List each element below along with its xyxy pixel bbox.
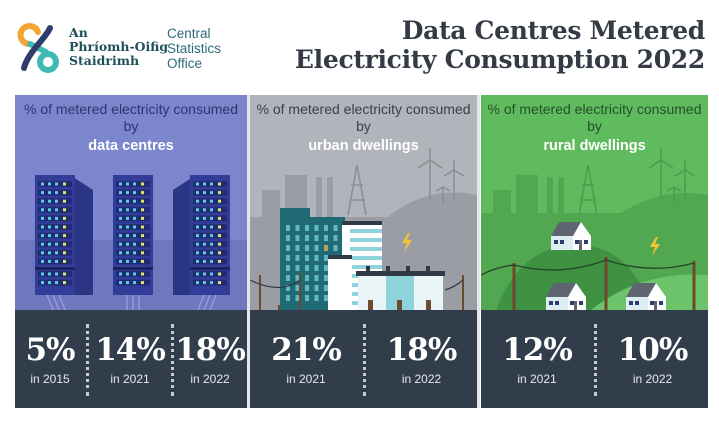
stat-divider <box>171 324 174 396</box>
caption-text: % of metered electricity consumed by <box>24 101 238 134</box>
stat-item: 18% in 2022 <box>174 310 246 408</box>
org-name-irish-line: An <box>69 25 88 40</box>
page-title-line: Data Centres Metered <box>401 16 706 45</box>
stat-year: in 2022 <box>401 372 442 386</box>
caption-text: % of metered electricity consumed by <box>256 101 471 134</box>
server-racks-icon <box>15 175 247 310</box>
stat-value: 5% <box>25 332 75 368</box>
panel-caption: % of metered electricity consumed by dat… <box>15 101 247 155</box>
stat-value: 12% <box>502 332 573 368</box>
rural-dwellings-stats: 12% in 2021 10% in 2022 <box>481 310 708 408</box>
stat-item: 21% in 2021 <box>250 310 362 408</box>
stat-year: in 2021 <box>110 372 150 386</box>
rural-dwellings-panel: % of metered electricity consumed by rur… <box>481 95 708 310</box>
stat-value: 18% <box>386 332 458 368</box>
urban-dwellings-panel: % of metered electricity consumed by urb… <box>250 95 477 310</box>
stat-year: in 2021 <box>517 372 557 386</box>
stat-value: 14% <box>95 332 166 368</box>
panel-divider <box>247 95 250 408</box>
stat-item: 14% in 2021 <box>92 310 168 408</box>
org-name-english-line: Central <box>167 26 211 41</box>
stat-divider <box>363 324 366 396</box>
panel-caption: % of metered electricity consumed by rur… <box>481 101 708 155</box>
caption-text: % of metered electricity consumed by <box>487 101 702 134</box>
stat-item: 5% in 2015 <box>15 310 85 408</box>
rural-houses-icon <box>481 148 708 310</box>
stat-item: 10% in 2022 <box>597 310 708 408</box>
stat-year: in 2022 <box>632 372 673 386</box>
stat-value: 18% <box>175 332 246 368</box>
org-name-irish-line: Staidrimh <box>69 53 140 68</box>
caption-highlight: data centres <box>88 138 174 154</box>
org-name-english-line: Office <box>167 56 203 71</box>
data-centres-stats: 5% in 2015 14% in 2021 18% in 2022 <box>15 310 247 408</box>
stat-value: 10% <box>617 332 689 368</box>
page-title-line: Electricity Consumption 2022 <box>294 45 705 74</box>
org-name-english-line: Statistics <box>167 41 222 56</box>
cso-logo-icon <box>16 22 60 74</box>
stat-year: in 2021 <box>286 372 326 386</box>
caption-highlight: urban dwellings <box>308 138 419 154</box>
city-buildings-icon <box>250 148 477 310</box>
caption-highlight: rural dwellings <box>543 138 646 154</box>
stat-year: in 2015 <box>30 372 70 386</box>
org-name-irish-line: Phríomh-Oifig <box>69 39 169 54</box>
panel-caption: % of metered electricity consumed by urb… <box>250 101 477 155</box>
urban-dwellings-stats: 21% in 2021 18% in 2022 <box>250 310 477 408</box>
stat-divider <box>594 324 597 396</box>
stat-item: 12% in 2021 <box>481 310 593 408</box>
data-centres-panel: % of metered electricity consumed by dat… <box>15 95 247 310</box>
page-title: Data Centres Metered Electricity Consump… <box>295 16 705 74</box>
stat-value: 21% <box>271 332 342 368</box>
stat-divider <box>86 324 89 396</box>
stat-year: in 2022 <box>190 372 230 386</box>
stat-item: 18% in 2022 <box>366 310 477 408</box>
org-name-english: Central Statistics Office <box>167 26 221 71</box>
panel-divider <box>477 95 480 408</box>
org-name-irish: An Phríomh-Oifig Staidrimh <box>69 26 168 68</box>
